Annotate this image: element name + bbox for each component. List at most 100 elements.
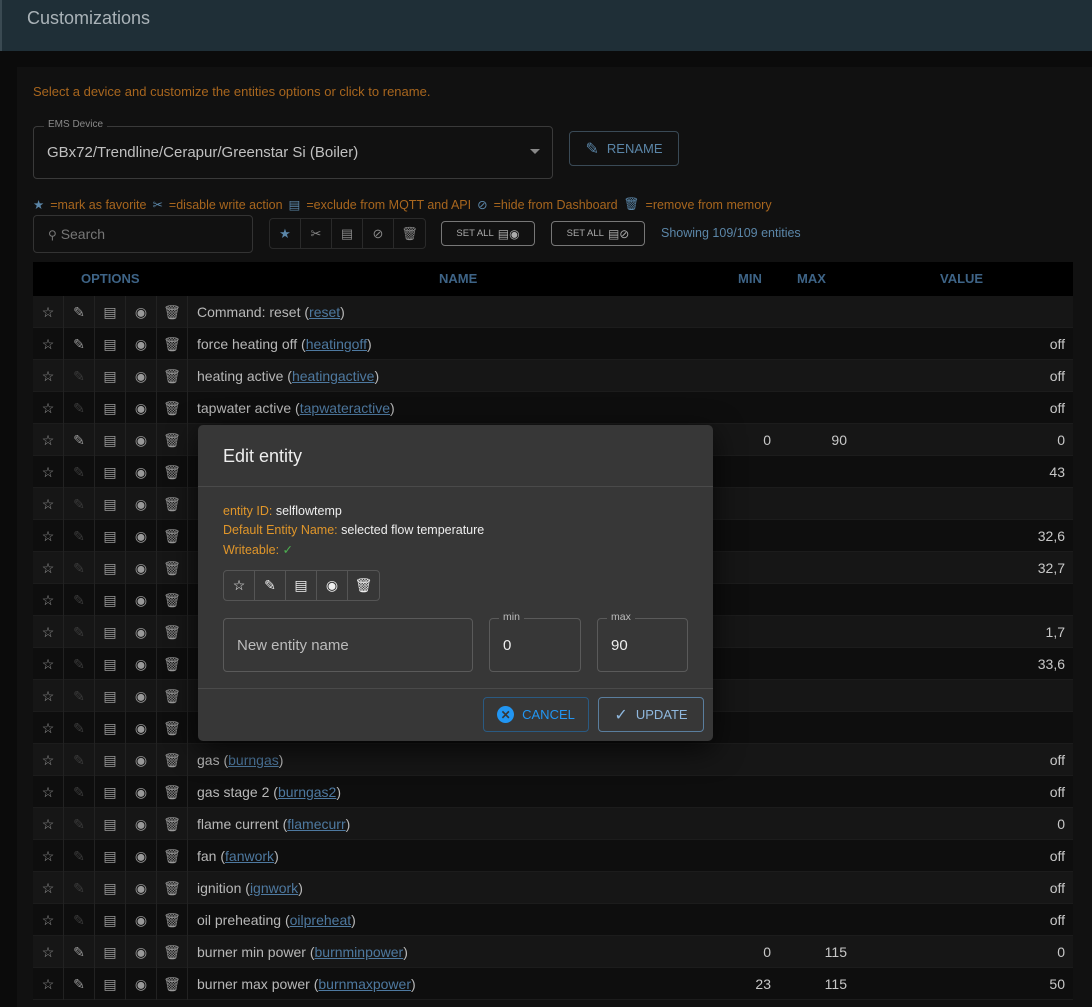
entity-name[interactable]: Command: reset (reset): [197, 304, 345, 320]
star-icon[interactable]: ☆: [33, 680, 64, 712]
table-row[interactable]: ☆ ✎ ▤ ◉ 🗑 oil preheating (oilpreheat) of…: [33, 904, 1073, 936]
entity-name[interactable]: gas (burngas): [197, 752, 284, 768]
eye-icon[interactable]: ◉: [126, 552, 157, 584]
star-icon[interactable]: ☆: [33, 520, 64, 552]
star-icon[interactable]: ☆: [33, 584, 64, 616]
delete-filter-icon[interactable]: 🗑: [401, 225, 418, 241]
col-value[interactable]: VALUE: [940, 271, 984, 286]
entity-id-link[interactable]: oilpreheat: [289, 912, 352, 928]
table-row[interactable]: ☆ ✎ ▤ ◉ 🗑 gas stage 2 (burngas2) off: [33, 776, 1073, 808]
trash-icon[interactable]: 🗑: [157, 808, 188, 840]
comment-icon[interactable]: ▤: [95, 520, 126, 552]
min-input[interactable]: min 0: [489, 611, 581, 672]
pencil-icon[interactable]: ✎: [64, 584, 95, 616]
device-select[interactable]: EMS Device GBx72/Trendline/Cerapur/Green…: [33, 119, 553, 179]
eye-icon[interactable]: ◉: [126, 424, 157, 456]
eye-icon[interactable]: ◉: [126, 872, 157, 904]
readonly-filter-icon[interactable]: ✂: [301, 219, 332, 248]
star-icon[interactable]: ☆: [33, 904, 64, 936]
entity-id-link[interactable]: burnminpower: [314, 944, 404, 960]
trash-icon[interactable]: 🗑: [157, 296, 188, 328]
pencil-icon[interactable]: ✎: [64, 680, 95, 712]
comment-icon[interactable]: ▤: [95, 584, 126, 616]
star-icon[interactable]: ☆: [33, 392, 64, 424]
exclude-filter-icon[interactable]: ▤: [332, 219, 363, 248]
entity-id-link[interactable]: reset: [309, 304, 341, 320]
eye-icon[interactable]: ◉: [126, 616, 157, 648]
comment-icon[interactable]: ▤: [95, 936, 126, 968]
eye-icon[interactable]: ◉: [126, 520, 157, 552]
trash-icon[interactable]: 🗑: [157, 392, 188, 424]
entity-id-link[interactable]: heatingactive: [291, 368, 375, 384]
search-input[interactable]: ⚲ Search: [33, 215, 253, 253]
trash-icon[interactable]: 🗑: [157, 712, 188, 744]
trash-icon[interactable]: 🗑: [157, 936, 188, 968]
pencil-icon[interactable]: ✎: [64, 392, 95, 424]
pencil-icon[interactable]: ✎: [64, 552, 95, 584]
eye-icon[interactable]: ◉: [126, 968, 157, 1000]
star-icon[interactable]: ☆: [33, 552, 64, 584]
entity-name[interactable]: force heating off (heatingoff): [197, 336, 372, 352]
trash-icon[interactable]: 🗑: [157, 328, 188, 360]
eye-icon[interactable]: ◉: [126, 488, 157, 520]
col-min[interactable]: MIN: [738, 271, 762, 286]
comment-icon[interactable]: ▤: [95, 360, 126, 392]
comment-icon[interactable]: ▤: [95, 904, 126, 936]
comment-icon[interactable]: ▤: [95, 648, 126, 680]
star-icon[interactable]: ☆: [33, 936, 64, 968]
star-icon[interactable]: ☆: [224, 571, 255, 600]
eye-icon[interactable]: ◉: [126, 680, 157, 712]
eye-icon[interactable]: ◉: [126, 456, 157, 488]
entity-name[interactable]: tapwater active (tapwateractive): [197, 400, 395, 416]
trash-icon[interactable]: 🗑: [157, 872, 188, 904]
trash-icon[interactable]: 🗑: [157, 904, 188, 936]
entity-name[interactable]: fan (fanwork): [197, 848, 279, 864]
table-row[interactable]: ☆ ✎ ▤ ◉ 🗑 flame current (flamecurr) 0: [33, 808, 1073, 840]
comment-icon[interactable]: ▤: [95, 680, 126, 712]
star-icon[interactable]: ☆: [33, 456, 64, 488]
entity-name[interactable]: flame current (flamecurr): [197, 816, 351, 832]
entity-id-link[interactable]: fanwork: [225, 848, 275, 864]
star-icon[interactable]: ☆: [33, 360, 64, 392]
entity-id-link[interactable]: ignwork: [249, 880, 299, 896]
star-icon[interactable]: ☆: [33, 808, 64, 840]
entity-name[interactable]: burner max power (burnmaxpower): [197, 976, 416, 992]
entity-name[interactable]: burner min power (burnminpower): [197, 944, 408, 960]
trash-icon[interactable]: 🗑: [354, 577, 373, 593]
update-button[interactable]: ✓ UPDATE: [598, 697, 704, 732]
trash-icon[interactable]: 🗑: [157, 360, 188, 392]
pencil-icon[interactable]: ✎: [255, 571, 286, 600]
entity-id-link[interactable]: burnmaxpower: [318, 976, 411, 992]
entity-name-input[interactable]: New entity name: [223, 618, 473, 672]
pencil-icon[interactable]: ✎: [64, 616, 95, 648]
pencil-icon[interactable]: ✎: [64, 872, 95, 904]
pencil-icon[interactable]: ✎: [64, 840, 95, 872]
col-max[interactable]: MAX: [797, 271, 826, 286]
eye-icon[interactable]: ◉: [126, 360, 157, 392]
table-row[interactable]: ☆ ✎ ▤ ◉ 🗑 burner max power (burnmaxpower…: [33, 968, 1073, 1000]
comment-icon[interactable]: ▤: [95, 392, 126, 424]
trash-icon[interactable]: 🗑: [157, 456, 188, 488]
eye-icon[interactable]: ◉: [126, 712, 157, 744]
trash-icon[interactable]: 🗑: [157, 776, 188, 808]
entity-name[interactable]: gas stage 2 (burngas2): [197, 784, 342, 800]
table-row[interactable]: ☆ ✎ ▤ ◉ 🗑 tapwater active (tapwateractiv…: [33, 392, 1073, 424]
pencil-icon[interactable]: ✎: [64, 424, 95, 456]
pencil-icon[interactable]: ✎: [64, 776, 95, 808]
trash-icon[interactable]: 🗑: [157, 520, 188, 552]
favorite-filter-icon[interactable]: ★: [270, 219, 301, 248]
trash-icon[interactable]: 🗑: [157, 840, 188, 872]
set-all-hidden-button[interactable]: SET ALL ▤⊘: [551, 221, 645, 246]
eye-icon[interactable]: ◉: [126, 936, 157, 968]
table-row[interactable]: ☆ ✎ ▤ ◉ 🗑 burner min power (burnminpower…: [33, 936, 1073, 968]
comment-icon[interactable]: ▤: [95, 552, 126, 584]
pencil-icon[interactable]: ✎: [64, 328, 95, 360]
star-icon[interactable]: ☆: [33, 616, 64, 648]
table-row[interactable]: ☆ ✎ ▤ ◉ 🗑 gas (burngas) off: [33, 744, 1073, 776]
table-row[interactable]: ☆ ✎ ▤ ◉ 🗑 force heating off (heatingoff)…: [33, 328, 1073, 360]
pencil-icon[interactable]: ✎: [64, 360, 95, 392]
col-options[interactable]: OPTIONS: [81, 271, 140, 286]
eye-icon[interactable]: ◉: [126, 296, 157, 328]
pencil-icon[interactable]: ✎: [64, 456, 95, 488]
entity-name[interactable]: ignition (ignwork): [197, 880, 303, 896]
